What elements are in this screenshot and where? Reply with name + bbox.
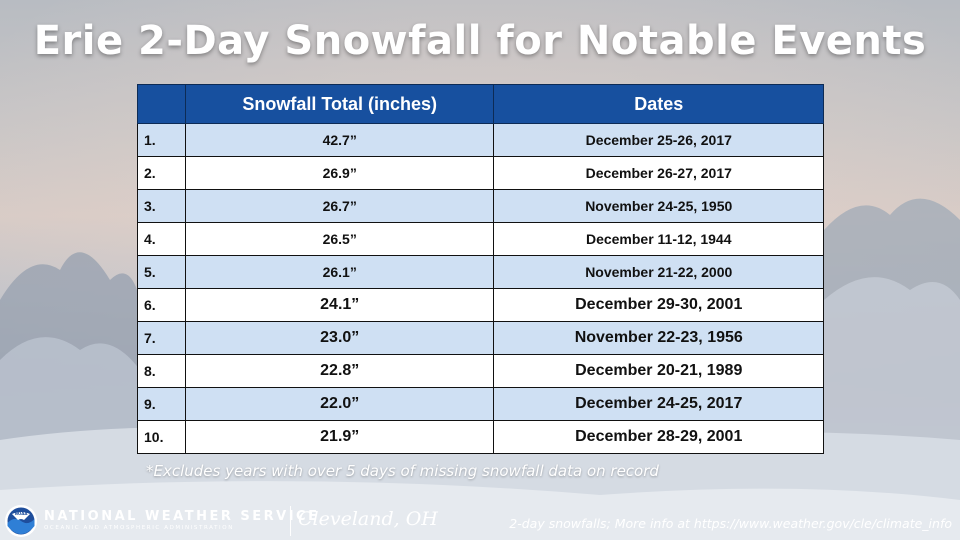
dates-cell: December 29-30, 2001 <box>493 288 824 322</box>
noaa-logo-icon: NOAA <box>5 505 37 537</box>
dates-cell: November 24-25, 1950 <box>493 189 824 223</box>
table-row: 4. 26.5” December 11-12, 1944 <box>137 222 824 256</box>
footer-divider <box>290 506 291 536</box>
rank-cell: 4. <box>137 222 186 256</box>
snowfall-cell: 22.8” <box>184 354 495 388</box>
snowfall-cell: 21.9” <box>184 420 495 454</box>
dates-cell: December 28-29, 2001 <box>493 420 824 454</box>
snowfall-cell: 26.1” <box>184 255 495 289</box>
snowfall-cell: 23.0” <box>184 321 495 355</box>
dates-cell: December 11-12, 1944 <box>493 222 824 256</box>
dates-cell: December 25-26, 2017 <box>493 123 824 157</box>
header-rank <box>137 84 186 124</box>
snowfall-cell: 26.5” <box>184 222 495 256</box>
table-row: 3. 26.7” November 24-25, 1950 <box>137 189 824 223</box>
rank-cell: 9. <box>137 387 186 421</box>
snowfall-cell: 24.1” <box>184 288 495 322</box>
snowfall-cell: 42.7” <box>184 123 495 157</box>
table-row: 1. 42.7” December 25-26, 2017 <box>137 123 824 157</box>
rank-cell: 6. <box>137 288 186 322</box>
rank-cell: 7. <box>137 321 186 355</box>
rank-cell: 10. <box>137 420 186 454</box>
rank-cell: 3. <box>137 189 186 223</box>
agency-subtitle: OCEANIC AND ATMOSPHERIC ADMINISTRATION <box>44 525 234 531</box>
dates-cell: December 20-21, 1989 <box>493 354 824 388</box>
header-snowfall-total: Snowfall Total (inches) <box>184 84 495 124</box>
dates-cell: November 21-22, 2000 <box>493 255 824 289</box>
snowfall-table: Snowfall Total (inches) Dates 1. 42.7” D… <box>137 84 824 454</box>
table-row: 8. 22.8” December 20-21, 1989 <box>137 354 824 388</box>
rank-cell: 2. <box>137 156 186 190</box>
table-row: 2. 26.9” December 26-27, 2017 <box>137 156 824 190</box>
agency-name: NATIONAL WEATHER SERVICE <box>44 509 320 524</box>
table-row: 9. 22.0” December 24-25, 2017 <box>137 387 824 421</box>
table-row: 10. 21.9” December 28-29, 2001 <box>137 420 824 454</box>
dates-cell: December 24-25, 2017 <box>493 387 824 421</box>
page-title: Erie 2-Day Snowfall for Notable Events <box>33 18 927 64</box>
table-row: 6. 24.1” December 29-30, 2001 <box>137 288 824 322</box>
table-row: 5. 26.1” November 21-22, 2000 <box>137 255 824 289</box>
office-name: Cleveland, OH <box>298 508 438 530</box>
header-dates: Dates <box>493 84 824 124</box>
snowfall-cell: 26.7” <box>184 189 495 223</box>
dates-cell: November 22-23, 1956 <box>493 321 824 355</box>
table-row: 7. 23.0” November 22-23, 1956 <box>137 321 824 355</box>
footnote: *Excludes years with over 5 days of miss… <box>146 462 659 480</box>
table-header-row: Snowfall Total (inches) Dates <box>137 84 824 124</box>
snowfall-cell: 22.0” <box>184 387 495 421</box>
nws-wordmark: NATIONAL WEATHER SERVICE OCEANIC AND ATM… <box>44 510 319 532</box>
rank-cell: 1. <box>137 123 186 157</box>
more-info-text: 2-day snowfalls; More info at https://ww… <box>509 516 952 531</box>
noaa-logo-text: NOAA <box>15 511 29 516</box>
dates-cell: December 26-27, 2017 <box>493 156 824 190</box>
rank-cell: 5. <box>137 255 186 289</box>
rank-cell: 8. <box>137 354 186 388</box>
snowfall-cell: 26.9” <box>184 156 495 190</box>
